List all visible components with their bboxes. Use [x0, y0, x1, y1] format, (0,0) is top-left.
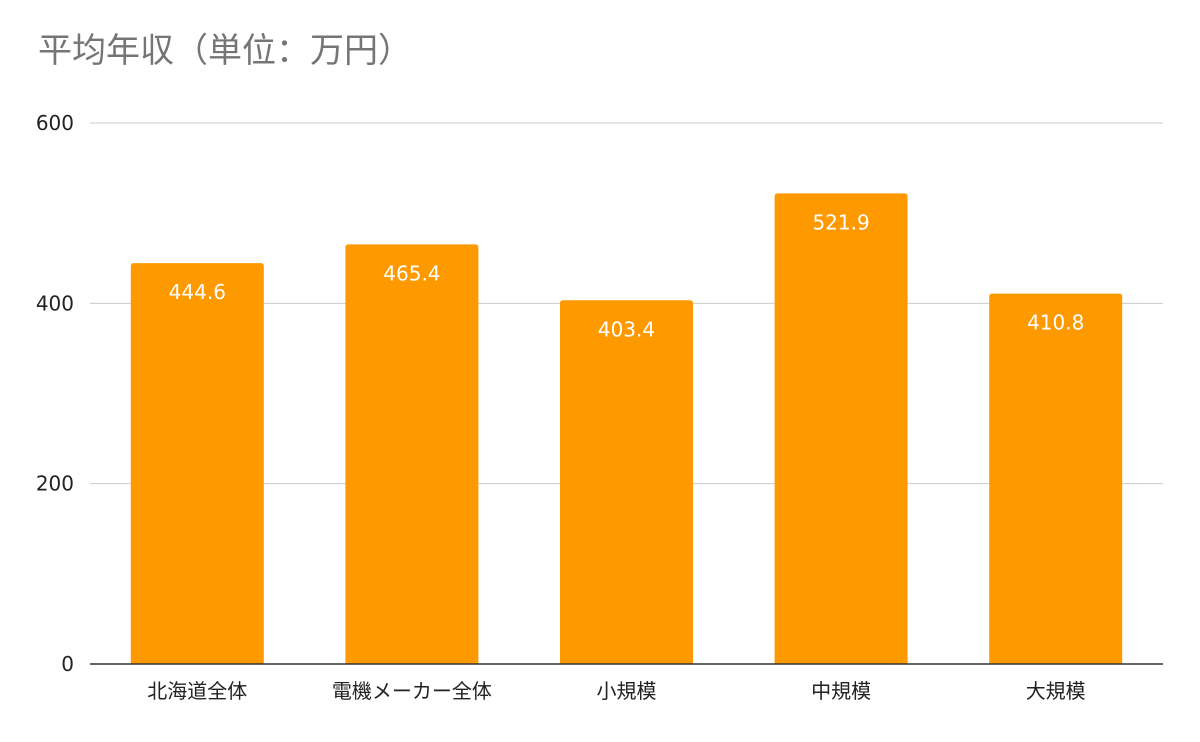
- x-category-label-1: 電機メーカー全体: [332, 679, 492, 703]
- y-tick-label-400: 400: [36, 291, 74, 315]
- chart-title: 平均年収（単位：万円）: [38, 31, 412, 71]
- bar-2: [560, 300, 693, 664]
- bar-0: [130, 263, 264, 664]
- y-tick-label-0: 0: [61, 652, 74, 676]
- x-category-label-3: 中規模: [811, 679, 871, 703]
- x-category-label-0: 北海道全体: [147, 679, 247, 703]
- bar-1: [345, 244, 479, 665]
- data-label-1: 465.4: [383, 261, 440, 285]
- data-label-0: 444.6: [169, 280, 226, 304]
- x-category-label-2: 小規模: [597, 679, 657, 703]
- data-label-2: 403.4: [598, 317, 655, 341]
- data-label-3: 521.9: [812, 210, 869, 234]
- y-tick-label-200: 200: [36, 472, 74, 496]
- bar-3: [774, 193, 908, 664]
- bar-4: [989, 293, 1123, 664]
- data-label-4: 410.8: [1027, 311, 1084, 335]
- x-category-label-4: 大規模: [1026, 679, 1086, 703]
- y-tick-label-600: 600: [36, 111, 74, 135]
